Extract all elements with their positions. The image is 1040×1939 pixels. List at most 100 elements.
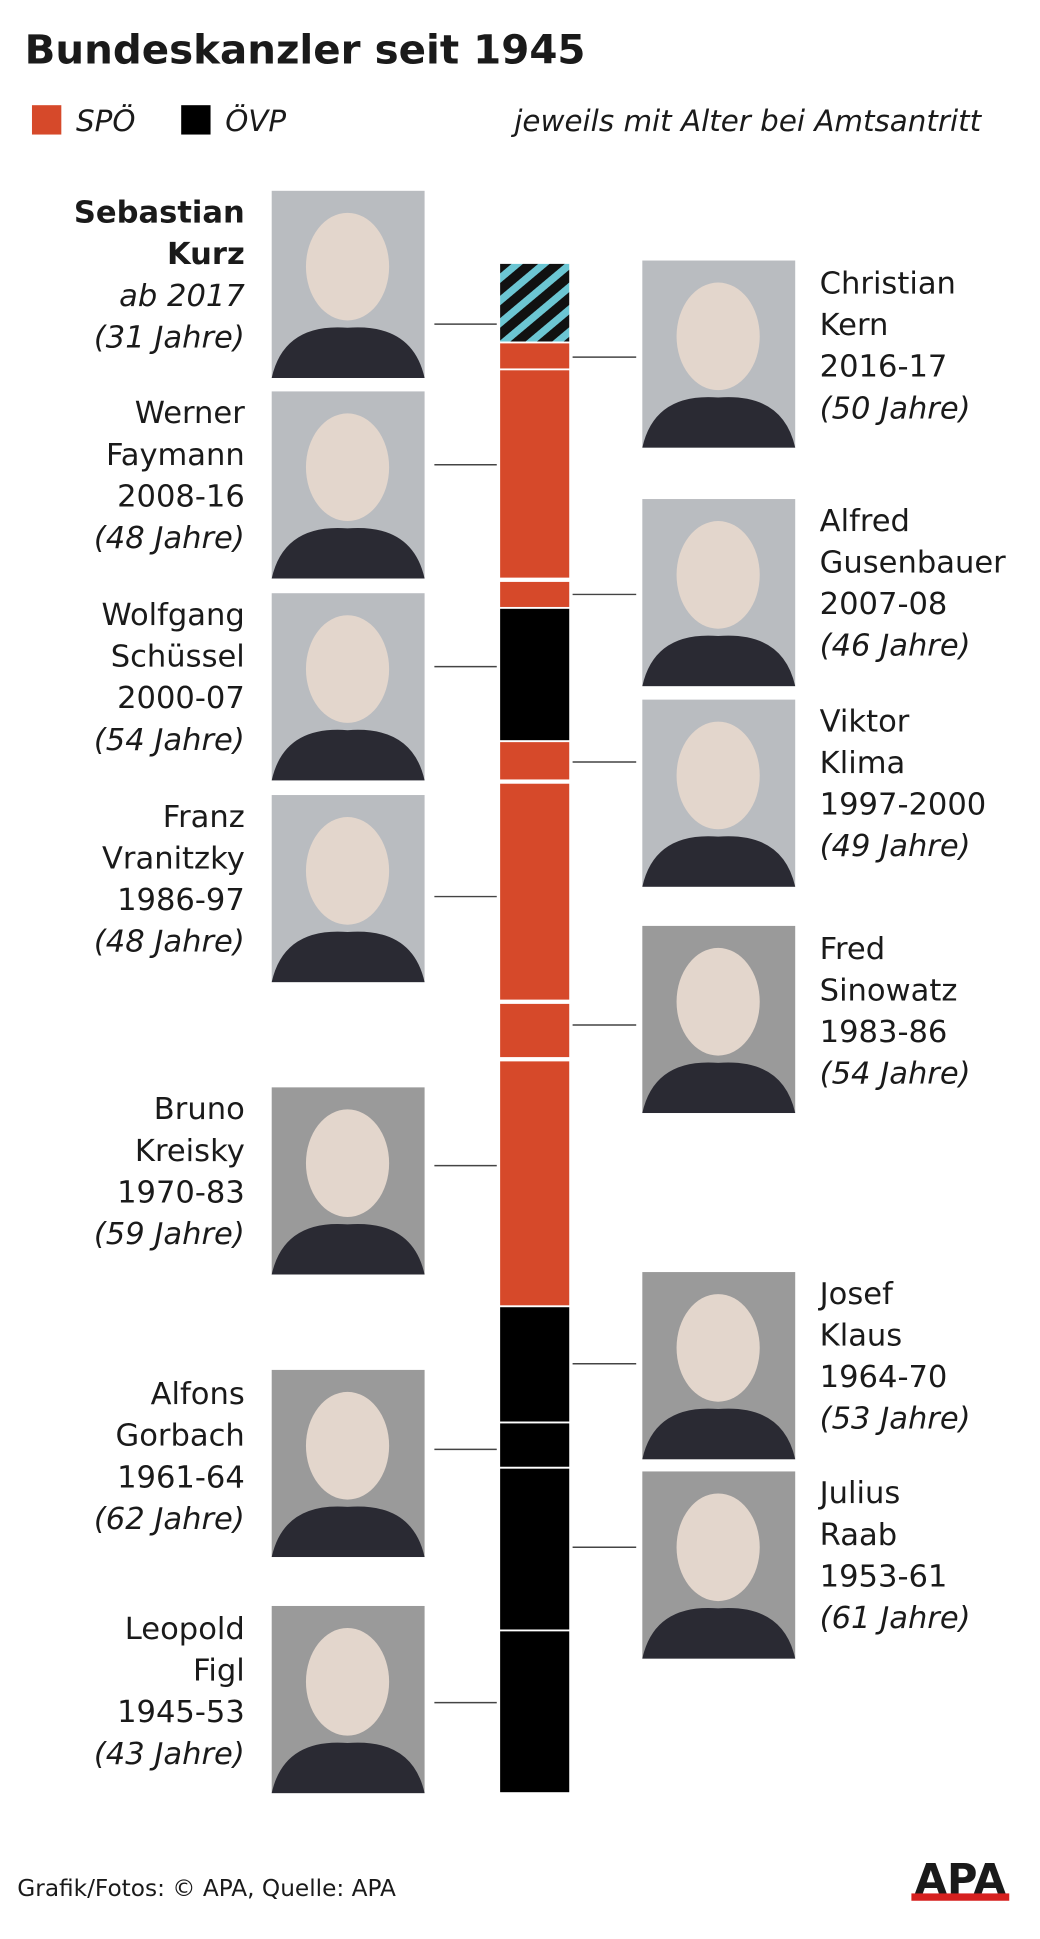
age: (49 Jahre): [820, 829, 971, 864]
age: (48 Jahre): [94, 521, 245, 556]
chancellor: Josef Klaus 1964-70 (53 Jahre): [572, 1272, 971, 1460]
photo-body: [271, 1506, 425, 1558]
photo-body: [271, 1742, 425, 1794]
age: (46 Jahre): [820, 629, 971, 664]
term: 1983-86: [820, 1015, 948, 1050]
photo-body: [642, 397, 796, 448]
note: jeweils mit Alter bei Amtsantritt: [510, 104, 982, 138]
name: Kern: [820, 308, 889, 343]
age: (31 Jahre): [94, 320, 245, 355]
term: 1945-53: [117, 1695, 245, 1730]
term: 1986-97: [117, 883, 245, 918]
name: Viktor: [820, 704, 910, 739]
legend-label: SPÖ: [76, 103, 135, 138]
legend-label: ÖVP: [225, 103, 286, 138]
name: Werner: [135, 396, 245, 431]
term: 2000-07: [117, 681, 245, 716]
photo-head: [305, 1109, 390, 1218]
name: Fred: [820, 932, 885, 967]
chancellor: Bruno Kreisky 1970-83 (59 Jahre): [94, 1087, 497, 1275]
age: (59 Jahre): [94, 1217, 245, 1252]
name: Raab: [820, 1518, 897, 1553]
term: 1961-64: [117, 1460, 245, 1495]
name: Wolfgang: [102, 598, 245, 633]
photo-body: [271, 1223, 425, 1275]
name: Sinowatz: [820, 974, 958, 1009]
chancellor: Julius Raab 1953-61 (61 Jahre): [572, 1471, 971, 1659]
timeline-segment: [498, 1305, 572, 1424]
timeline-segment: [498, 1629, 572, 1795]
photo-head: [305, 413, 390, 522]
chancellor: Alfons Gorbach 1961-64 (62 Jahre): [94, 1369, 497, 1558]
photo-body: [642, 836, 796, 887]
age: (62 Jahre): [94, 1502, 245, 1537]
photo-body: [271, 729, 425, 781]
name: Schüssel: [111, 640, 245, 675]
name: Klaus: [820, 1318, 903, 1353]
name: Alfred: [820, 504, 910, 539]
photo-head: [305, 1391, 390, 1500]
photo-body: [642, 1408, 796, 1460]
photo-head: [305, 212, 390, 321]
term: 2008-16: [117, 479, 245, 514]
name: Klima: [820, 746, 906, 781]
photo-head: [676, 1493, 760, 1602]
timeline-segment: [498, 1466, 572, 1632]
timeline-segment: [498, 781, 572, 1002]
chancellor: Fred Sinowatz 1983-86 (54 Jahre): [572, 925, 971, 1114]
logo-bar: [911, 1893, 1010, 1901]
term: 1964-70: [820, 1360, 948, 1395]
name: Leopold: [125, 1612, 245, 1647]
term: ab 2017: [119, 279, 245, 314]
name: Christian: [820, 267, 956, 302]
age: (54 Jahre): [820, 1057, 971, 1092]
photo-body: [642, 635, 796, 687]
photo-body: [271, 527, 425, 579]
term: 1970-83: [117, 1175, 245, 1210]
name: Bruno: [154, 1092, 245, 1127]
chancellor: Alfred Gusenbauer 2007-08 (46 Jahre): [572, 499, 1006, 687]
photo-head: [676, 521, 760, 629]
photo-body: [642, 1062, 796, 1114]
name: Kurz: [167, 237, 245, 272]
term: 2007-08: [820, 587, 948, 622]
timeline-segment: [498, 1002, 572, 1059]
age: (53 Jahre): [820, 1402, 971, 1437]
timeline-segment: [498, 1059, 572, 1308]
name: Gorbach: [116, 1419, 245, 1454]
age: (43 Jahre): [94, 1737, 245, 1772]
age: (50 Jahre): [820, 391, 971, 426]
timeline-segment: [498, 368, 572, 580]
name: Sebastian: [74, 196, 245, 231]
chancellor: Sebastian Kurz ab 2017 (31 Jahre): [74, 190, 497, 378]
legend-swatch: [31, 105, 62, 135]
term: 2016-17: [820, 350, 948, 385]
timeline-segment: [498, 262, 572, 344]
photo-head: [305, 1627, 390, 1736]
name: Faymann: [106, 438, 245, 473]
name: Kreisky: [135, 1134, 245, 1169]
photo-body: [642, 1608, 796, 1659]
timeline-bar: [498, 262, 572, 1795]
age: (48 Jahre): [94, 925, 245, 960]
timeline-segment: [498, 740, 572, 782]
photo-body: [271, 327, 425, 378]
timeline-segment: [498, 1421, 572, 1469]
name: Alfons: [151, 1377, 245, 1412]
legend-swatch: [181, 105, 211, 135]
age: (61 Jahre): [820, 1601, 971, 1636]
title: Bundeskanzler seit 1945: [25, 27, 586, 74]
timeline-segment: [498, 606, 572, 743]
chancellor: Viktor Klima 1997-2000 (49 Jahre): [572, 699, 986, 887]
chancellor: Franz Vranitzky 1986-97 (48 Jahre): [94, 795, 497, 983]
photo-body: [271, 931, 425, 983]
name: Julius: [818, 1476, 901, 1511]
photo-head: [676, 1294, 760, 1402]
photo-head: [676, 721, 760, 830]
name: Figl: [193, 1654, 245, 1689]
chancellor: Christian Kern 2016-17 (50 Jahre): [572, 260, 971, 448]
photo-head: [305, 615, 390, 723]
photo-head: [305, 817, 390, 925]
timeline-segment: [498, 580, 572, 609]
